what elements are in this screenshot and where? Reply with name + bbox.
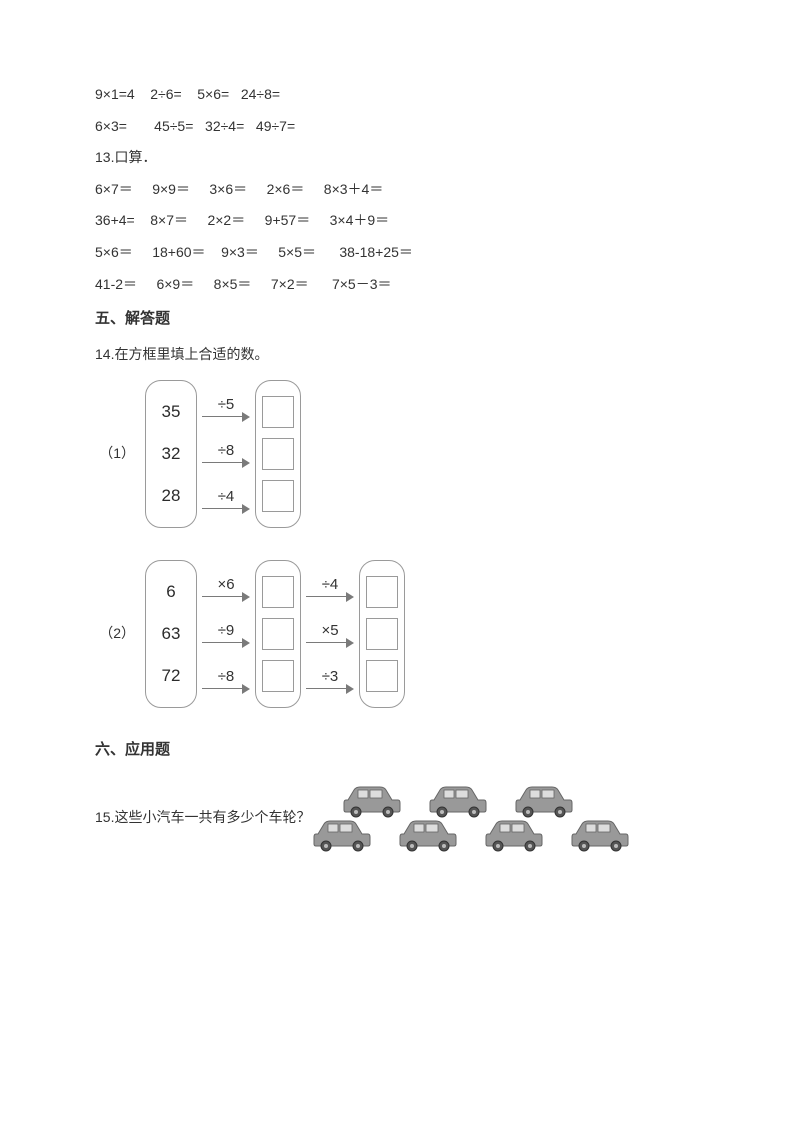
arrow-icon	[202, 638, 250, 648]
arrow-icon	[202, 412, 250, 422]
arrow-icon	[306, 684, 354, 694]
equation-line-1: 9×1=4 2÷6= 5×6= 24÷8=	[95, 85, 699, 105]
d2-out-2	[366, 660, 398, 692]
d2-arrows-2: ÷4 ×5 ÷3	[301, 559, 359, 709]
q13-line-1: 6×7＝ 9×9＝ 3×6＝ 2×6＝ 8×3＋4＝	[95, 180, 699, 200]
car-area	[340, 780, 632, 856]
q13-label: 13.口算．	[95, 148, 699, 168]
d2-mid-2	[262, 660, 294, 692]
arrow-icon	[202, 458, 250, 468]
d2-output-box	[359, 560, 405, 708]
d1-out-1	[262, 438, 294, 470]
car-icon	[568, 814, 632, 852]
d1-output-box	[255, 380, 301, 528]
arrow-icon	[202, 504, 250, 514]
arrow-icon	[306, 638, 354, 648]
equation-line-2: 6×3= 45÷5= 32÷4= 49÷7=	[95, 117, 699, 137]
d1-arrows: ÷5 ÷8 ÷4	[197, 379, 255, 529]
d1-out-0	[262, 396, 294, 428]
d1-out-2	[262, 480, 294, 512]
d2-input-2: 72	[154, 655, 188, 697]
d1-input-box: 35 32 28	[145, 380, 197, 528]
d2-input-box: 6 63 72	[145, 560, 197, 708]
d2-mid-0	[262, 576, 294, 608]
d2-mid-1	[262, 618, 294, 650]
d2-out-1	[366, 618, 398, 650]
d2-input-1: 63	[154, 613, 188, 655]
d1-input-0: 35	[154, 391, 188, 433]
arrow-icon	[306, 592, 354, 602]
car-icon	[396, 814, 460, 852]
car-icon	[310, 814, 374, 852]
car-row-2	[310, 814, 632, 852]
d2-mid-box	[255, 560, 301, 708]
d1-input-2: 28	[154, 475, 188, 517]
car-icon	[512, 780, 576, 818]
diagram-1: （1） 35 32 28 ÷5 ÷8 ÷4	[95, 379, 699, 529]
car-row-1	[340, 780, 632, 818]
paren-1: （1）	[95, 444, 135, 464]
arrow-icon	[202, 684, 250, 694]
q14-label: 14.在方框里填上合适的数。	[95, 345, 699, 365]
car-icon	[426, 780, 490, 818]
section-5-title: 五、解答题	[95, 308, 699, 329]
car-icon	[340, 780, 404, 818]
q15-row: 15.这些小汽车一共有多少个车轮？	[95, 780, 699, 856]
q13-line-3: 5×6＝ 18+60＝ 9×3＝ 5×5＝ 38-18+25＝	[95, 243, 699, 263]
paren-2: （2）	[95, 624, 135, 644]
d2-out-0	[366, 576, 398, 608]
d2-arrows-1: ×6 ÷9 ÷8	[197, 559, 255, 709]
q13-line-4: 41-2＝ 6×9＝ 8×5＝ 7×2＝ 7×5－3＝	[95, 275, 699, 295]
q13-line-2: 36+4= 8×7＝ 2×2＝ 9+57＝ 3×4＋9＝	[95, 211, 699, 231]
section-6-title: 六、应用题	[95, 739, 699, 760]
diagram-2: （2） 6 63 72 ×6 ÷9 ÷8 ÷4 ×5 ÷3	[95, 559, 699, 709]
q15-label: 15.这些小汽车一共有多少个车轮？	[95, 808, 310, 828]
car-icon	[482, 814, 546, 852]
arrow-icon	[202, 592, 250, 602]
d1-input-1: 32	[154, 433, 188, 475]
d2-input-0: 6	[154, 571, 188, 613]
